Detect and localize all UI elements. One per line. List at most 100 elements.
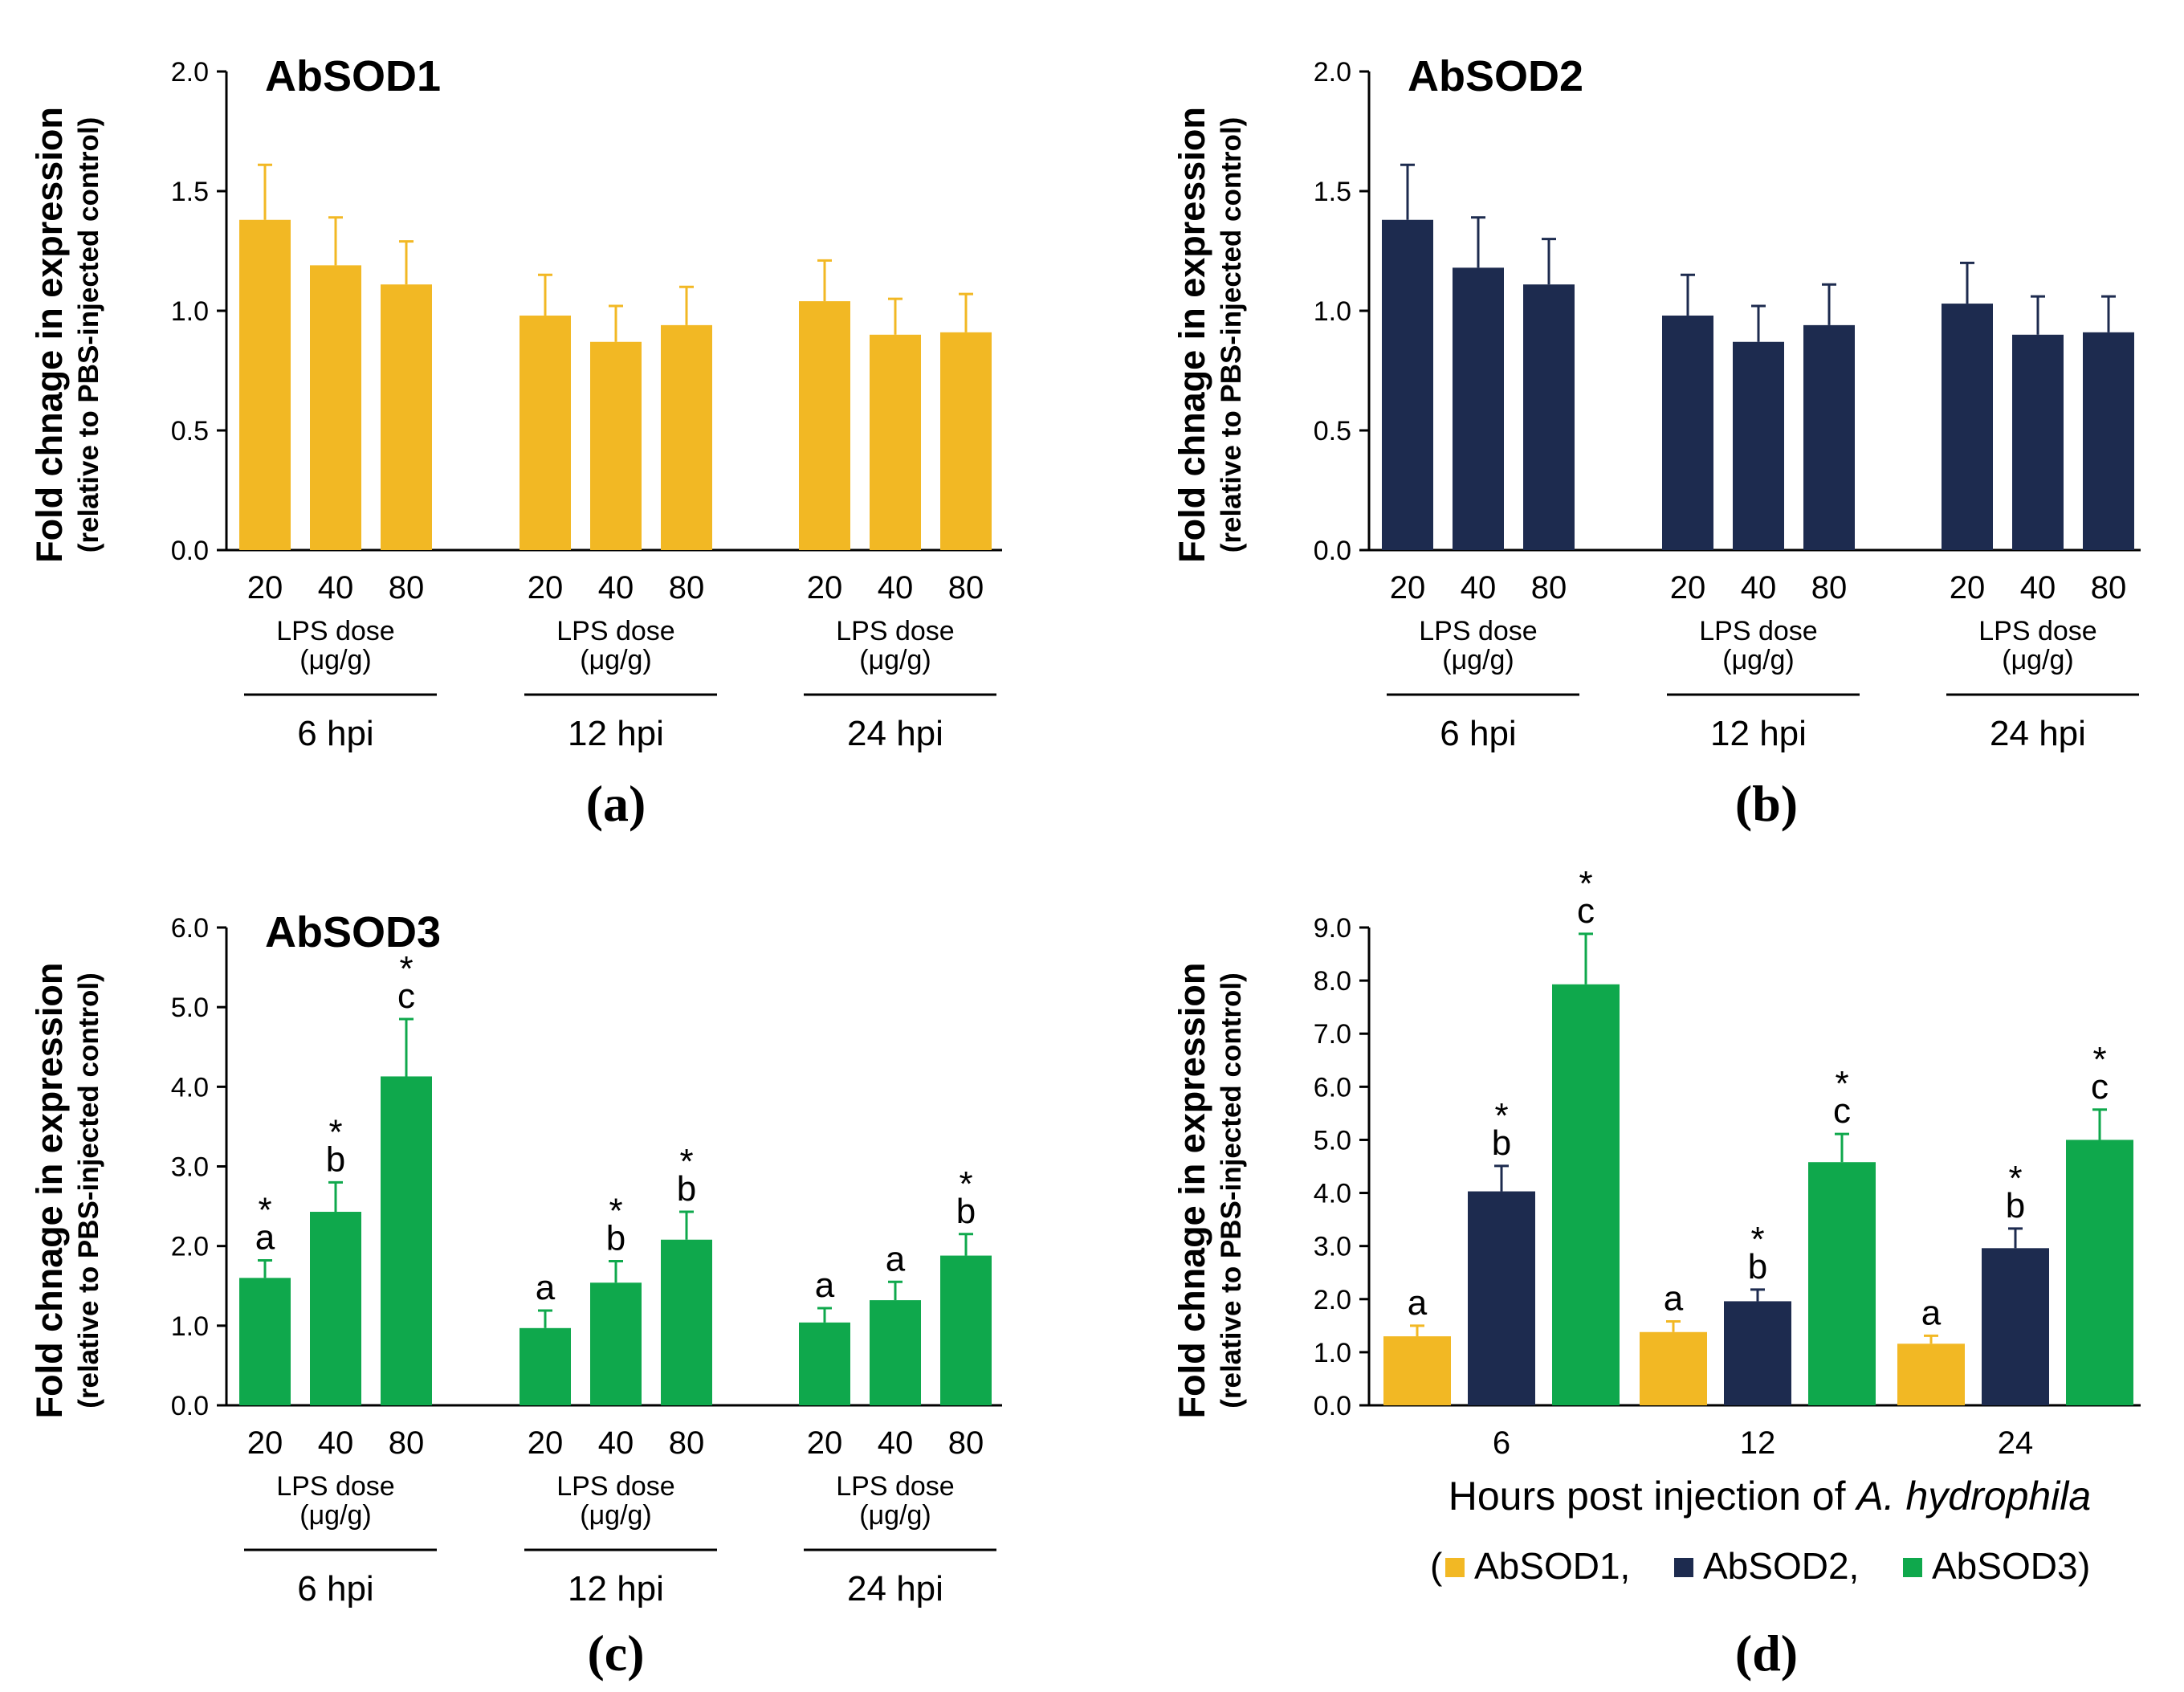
dose-unit: (μg/g) — [299, 645, 372, 675]
significance-letter: c — [397, 976, 415, 1016]
y-axis-subtitle: (relative to PBS-injected control) — [73, 117, 104, 553]
panel-label: (d) — [1735, 1625, 1798, 1682]
group-label: 24 hpi — [847, 1569, 943, 1608]
significance-star: * — [2008, 1159, 2022, 1198]
significance-letter: a — [255, 1218, 275, 1258]
significance-star: * — [1835, 1064, 1848, 1103]
bar-AbSOD3-24hpi-0 — [799, 1322, 850, 1405]
y-tick-label: 0.5 — [171, 416, 209, 446]
x-tick-label: 80 — [389, 1425, 425, 1461]
significance-letter: a — [536, 1268, 556, 1307]
y-tick-label: 5.0 — [171, 993, 209, 1023]
dose-label: LPS dose — [556, 1471, 674, 1502]
y-axis-title: Fold chnage in expression — [29, 107, 70, 563]
significance-letter: b — [326, 1140, 345, 1179]
panel-b: Fold chnage in expression (relative to PB… — [1171, 52, 2141, 832]
y-tick-label: 1.0 — [171, 1311, 209, 1342]
bar-AbSOD2-12hpi-1 — [1733, 341, 1784, 550]
panel-a: Fold chnage in expression (relative to PB… — [29, 52, 1002, 832]
panel-label: (b) — [1735, 775, 1798, 832]
x-tick-label: 20 — [247, 1425, 283, 1461]
x-axis-title-prefix: Hours post injection of — [1449, 1474, 1857, 1519]
bar-AbSOD1-12hpi-2 — [661, 324, 712, 550]
dose-unit: (μg/g) — [299, 1500, 372, 1531]
y-tick-label: 1.0 — [171, 296, 209, 327]
x-tick-label: 40 — [598, 570, 634, 605]
legend-swatch-AbSOD3 — [1903, 1558, 1922, 1577]
y-tick-label: 0.0 — [1314, 536, 1351, 566]
dose-label: LPS dose — [276, 1471, 394, 1502]
dose-label: LPS dose — [836, 616, 954, 646]
bar-AbSOD3-12hpi-0 — [520, 1327, 571, 1405]
y-tick-label: 0.0 — [171, 536, 209, 566]
y-tick-label: 3.0 — [171, 1152, 209, 1183]
y-tick-label: 9.0 — [1314, 913, 1351, 944]
group-label: 6 hpi — [297, 714, 373, 753]
x-tick-label: 20 — [1950, 570, 1986, 605]
x-tick-label: 20 — [807, 570, 843, 605]
y-tick-label: 0.0 — [171, 1391, 209, 1421]
y-tick-label: 1.0 — [1314, 1338, 1351, 1368]
bar-AbSOD3-24hpi-2 — [940, 1255, 992, 1405]
dose-label: LPS dose — [836, 1471, 954, 1502]
group-label: 12 hpi — [568, 714, 664, 753]
dose-label: LPS dose — [1699, 616, 1817, 646]
legend-swatch-AbSOD2 — [1674, 1558, 1693, 1577]
x-tick-label: 80 — [1531, 570, 1567, 605]
dose-unit: (μg/g) — [2002, 645, 2074, 675]
x-tick-label: 80 — [669, 570, 705, 605]
x-tick-label: 80 — [948, 1425, 984, 1461]
x-tick-label: 20 — [528, 570, 564, 605]
dose-label: LPS dose — [1978, 616, 2096, 646]
y-tick-label: 0.0 — [1314, 1391, 1351, 1421]
panel-title: AbSOD1 — [265, 52, 441, 100]
bar-AbSOD3-12-2 — [1808, 1162, 1876, 1405]
legend-swatch-AbSOD1 — [1445, 1558, 1465, 1577]
significance-letter: b — [1492, 1123, 1511, 1163]
panel-title: AbSOD2 — [1408, 52, 1583, 100]
significance-letter: c — [2091, 1067, 2109, 1107]
x-tick-label: 40 — [878, 570, 914, 605]
significance-star: * — [328, 1112, 342, 1152]
dose-unit: (μg/g) — [859, 645, 931, 675]
y-tick-label: 7.0 — [1314, 1019, 1351, 1050]
significance-star: * — [679, 1142, 693, 1181]
bar-AbSOD2-24hpi-0 — [1942, 304, 1993, 550]
y-tick-label: 1.0 — [1314, 296, 1351, 327]
legend-label-AbSOD3: AbSOD3 — [1932, 1545, 2078, 1587]
bar-AbSOD2-24hpi-2 — [2083, 332, 2134, 550]
bar-AbSOD2-24-1 — [1982, 1248, 2049, 1405]
y-tick-label: 5.0 — [1314, 1125, 1351, 1156]
x-tick-label: 20 — [247, 570, 283, 605]
group-label: 12 hpi — [568, 1569, 664, 1608]
legend-label-AbSOD1: AbSOD1, — [1474, 1545, 1630, 1587]
bar-AbSOD1-6hpi-2 — [381, 284, 432, 550]
x-tick-label: 40 — [878, 1425, 914, 1461]
significance-letter: b — [677, 1169, 696, 1209]
dose-label: LPS dose — [1419, 616, 1537, 646]
y-tick-label: 2.0 — [171, 1232, 209, 1262]
bar-AbSOD3-12hpi-1 — [590, 1282, 642, 1405]
y-axis-title: Fold chnage in expression — [1171, 963, 1212, 1419]
y-tick-label: 4.0 — [1314, 1179, 1351, 1209]
y-axis-subtitle: (relative to PBS-injected control) — [1216, 117, 1247, 553]
y-tick-label: 0.5 — [1314, 416, 1351, 446]
bar-AbSOD1-6hpi-0 — [239, 219, 291, 550]
significance-star: * — [609, 1192, 622, 1231]
bar-AbSOD1-6-0 — [1383, 1336, 1451, 1405]
bar-AbSOD2-12-1 — [1724, 1301, 1791, 1405]
y-tick-label: 2.0 — [1314, 57, 1351, 88]
y-tick-label: 4.0 — [171, 1072, 209, 1103]
bar-AbSOD1-6hpi-1 — [310, 265, 361, 550]
significance-star: * — [258, 1191, 271, 1230]
bar-AbSOD2-12hpi-0 — [1662, 315, 1713, 550]
group-label: 24 hpi — [847, 714, 943, 753]
bar-AbSOD3-24-2 — [2066, 1140, 2133, 1405]
significance-star: * — [1750, 1220, 1764, 1259]
significance-star: * — [399, 949, 413, 989]
dose-unit: (μg/g) — [580, 1500, 652, 1531]
dose-label: LPS dose — [556, 616, 674, 646]
panel-label: (c) — [587, 1625, 644, 1682]
bar-AbSOD3-12hpi-2 — [661, 1239, 712, 1405]
bar-AbSOD1-12hpi-0 — [520, 315, 571, 550]
